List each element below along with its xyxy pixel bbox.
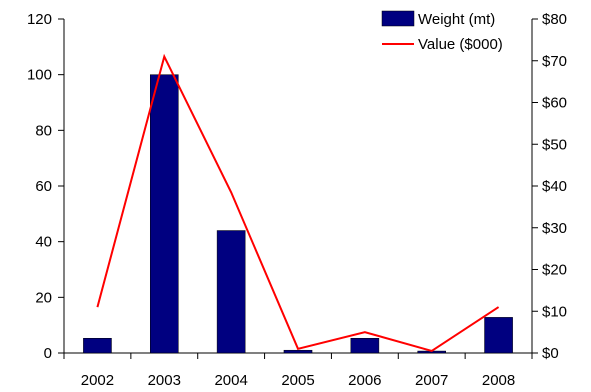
left-y-tick-label: 0 [44,345,52,362]
x-axis: 2002 2003 2004 2005 2006 2007 2008 [63,352,533,389]
right-y-tick-label: $50 [542,136,567,153]
legend-swatch-weight [381,10,415,27]
weight-bar [283,349,313,354]
right-y-tick-label: $30 [542,220,567,237]
x-tick-label: 2004 [214,372,247,389]
left-y-tick-label: 60 [35,178,52,195]
right-y-axis: $0 $10 $20 $30 $40 $50 $60 $70 $80 [531,11,567,362]
right-y-tick-label: $20 [542,262,567,279]
weight-bar [216,230,246,354]
x-tick-label: 2006 [348,372,381,389]
x-tick-label: 2007 [415,372,448,389]
legend-label-value: Value ($000) [418,36,503,53]
left-y-tick-label: 100 [27,67,52,84]
right-y-tick-label: $80 [542,11,567,28]
left-y-axis: 0 20 40 60 80 100 120 [27,11,65,362]
right-y-tick-label: $60 [542,95,567,112]
left-y-tick-label: 120 [27,11,52,28]
weight-bar [350,337,380,354]
x-tick-label: 2005 [281,372,314,389]
left-y-tick-label: 40 [35,234,52,251]
value-line-series [96,53,500,352]
x-tick-label: 2008 [482,372,515,389]
left-y-tick-label: 80 [35,122,52,139]
right-y-tick-label: $0 [542,345,559,362]
weight-bars [83,74,513,354]
right-y-tick-label: $10 [542,303,567,320]
weight-bar [83,337,112,354]
weight-bar [484,317,513,354]
x-tick-label: 2003 [148,372,181,389]
weight-bar [149,74,179,354]
legend-label-weight: Weight (mt) [418,11,495,28]
x-tick-label: 2002 [81,372,114,389]
legend: Weight (mt) Value ($000) [381,10,503,53]
right-y-tick-label: $70 [542,53,567,70]
right-y-tick-label: $40 [542,178,567,195]
value-line [96,53,500,352]
left-y-tick-label: 20 [35,289,52,306]
